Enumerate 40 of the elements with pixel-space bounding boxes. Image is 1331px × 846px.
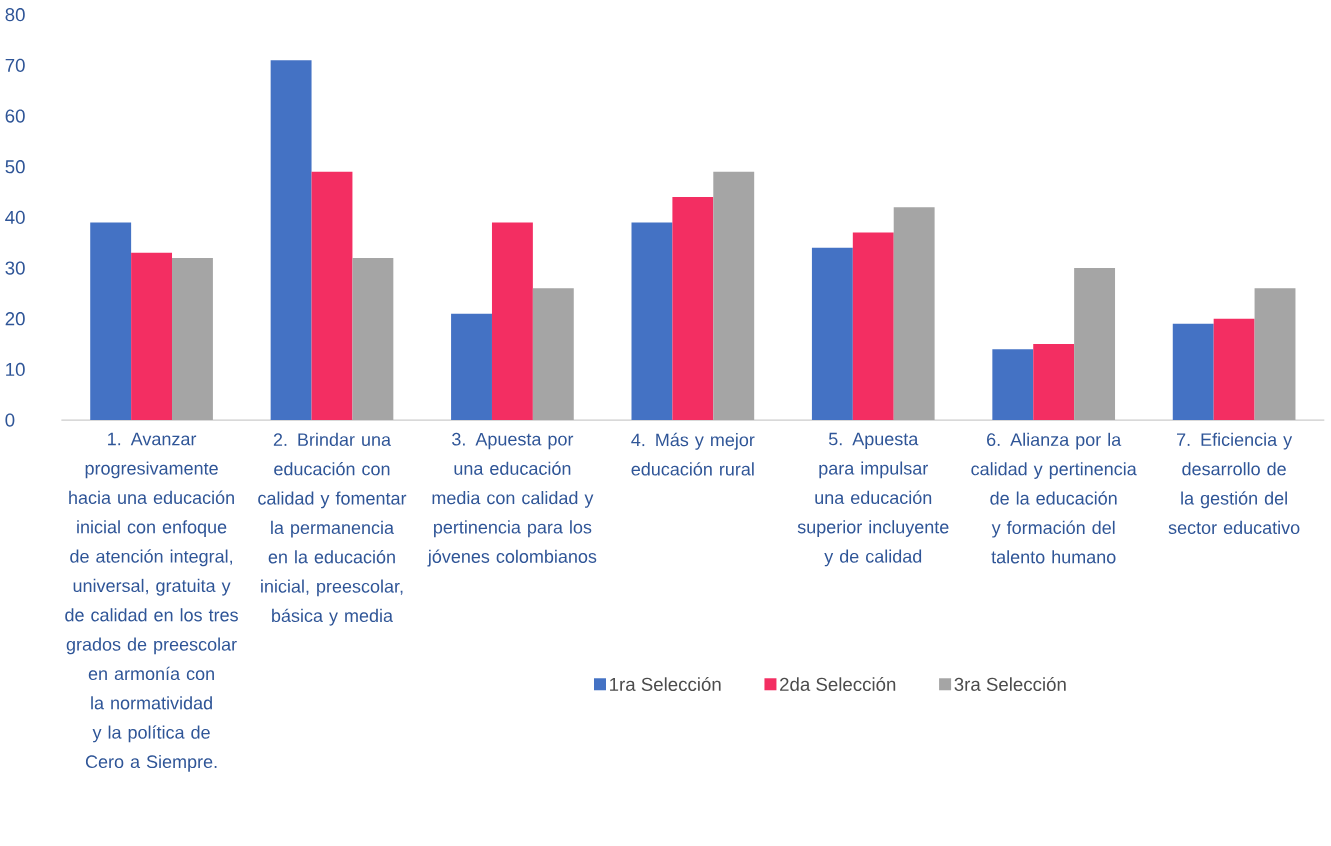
bar [131, 252, 173, 421]
y-tick-label: 70 [5, 58, 25, 72]
category-label: 1. Avanzar progresivamente hacia una educación inicial con enfoque de atención integral, universal, gratuita y de calidad en los tres grados de preescolar en armonía con la normatividad y la política de Cero a Siempre. [65, 432, 238, 772]
y-tick-label: 20 [5, 312, 25, 326]
bar [1033, 343, 1075, 421]
x-tick-label: 3. Apuesta por una educación media con calidad y pertinencia para los jóvenes colombianos [427, 432, 597, 567]
x-tick-label: 2. Brindar una educación con calidad y fomentar la permanencia en la educación inicial, preescolar, básica y media [258, 432, 407, 626]
legend-label: 1ra Selección [610, 676, 721, 691]
y-tick-label: 30 [5, 261, 25, 275]
bar [713, 171, 755, 421]
bar [270, 60, 312, 421]
bar [1213, 318, 1255, 421]
y-tick-label: 50 [5, 159, 25, 174]
bar [90, 222, 132, 421]
bar [491, 222, 533, 421]
bar [631, 222, 673, 421]
bar [451, 313, 492, 421]
bar [811, 247, 853, 421]
legend-label: 3ra Selección [954, 676, 1066, 691]
bar [311, 171, 353, 421]
y-tick-label: 10 [6, 362, 25, 376]
y-tick-label: 0 [5, 413, 15, 427]
bar [1254, 288, 1296, 421]
bar [1172, 323, 1214, 421]
bar [1074, 267, 1116, 421]
bar [672, 197, 714, 421]
x-tick-label: 7. Eficiencia y desarrollo de la gestión del sector educativo [1168, 432, 1300, 534]
bar [992, 349, 1034, 421]
bar [893, 207, 935, 421]
bar [352, 257, 394, 421]
bar [172, 257, 213, 421]
bar [852, 232, 894, 421]
x-tick-label: 6. Alianza por la calidad y pertinencia de la educación y formación del talento humano [971, 432, 1137, 564]
y-tick-label: 80 [5, 7, 25, 22]
bar [532, 288, 574, 421]
y-tick-label: 60 [5, 109, 25, 123]
legend-label: 2da Selección [780, 676, 896, 691]
y-tick-label: 40 [5, 210, 25, 224]
x-tick-label: 4. Más y mejor educación rural [631, 432, 755, 476]
x-tick-label: 5. Apuesta para impulsar una educación superior incluyente y de calidad [797, 432, 949, 567]
